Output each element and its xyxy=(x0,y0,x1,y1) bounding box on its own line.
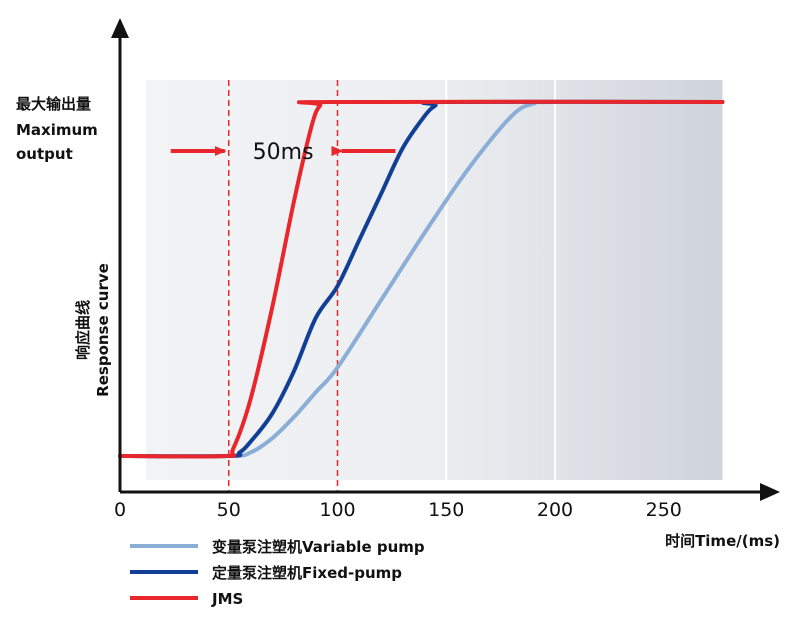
legend-label-1: 定量泵注塑机Fixed-pump xyxy=(212,564,402,582)
series-lines xyxy=(118,99,725,459)
y-max-label-zh: 最大输出量 xyxy=(16,95,91,113)
series-line-2 xyxy=(118,99,725,459)
x-tick-label-250: 250 xyxy=(646,499,682,521)
legend-label-0: 变量泵注塑机Variable pump xyxy=(212,538,425,556)
x-tick-label-100: 100 xyxy=(319,499,355,521)
gridlines xyxy=(445,80,556,480)
plot-background xyxy=(146,80,723,480)
legend-label-2: JMS xyxy=(211,590,243,608)
y-max-label: 最大输出量 Maximum output xyxy=(16,95,103,163)
y-axis-title-en: Response curve xyxy=(94,263,112,397)
y-axis-arrow xyxy=(111,18,129,38)
x-axis-arrow xyxy=(760,483,780,501)
x-tick-label-200: 200 xyxy=(537,499,573,521)
legend: 变量泵注塑机Variable pump 定量泵注塑机Fixed-pump JMS xyxy=(130,538,425,608)
x-axis-title: 时间Time/(ms) xyxy=(665,532,780,550)
y-max-label-en-1: Maximum xyxy=(16,121,98,139)
y-axis-title: 响应曲线 Response curve xyxy=(74,263,112,397)
y-axis-title-zh: 响应曲线 xyxy=(74,300,92,360)
annotation-label: 50ms xyxy=(253,140,314,165)
y-max-label-en-2: output xyxy=(16,145,73,163)
x-tick-labels: 0 50 100 150 200 250 xyxy=(114,499,682,521)
x-tick-label-50: 50 xyxy=(217,499,241,521)
x-tick-label-0: 0 xyxy=(114,499,126,521)
x-tick-label-150: 150 xyxy=(428,499,464,521)
interval-annotation: 50ms xyxy=(170,140,396,165)
